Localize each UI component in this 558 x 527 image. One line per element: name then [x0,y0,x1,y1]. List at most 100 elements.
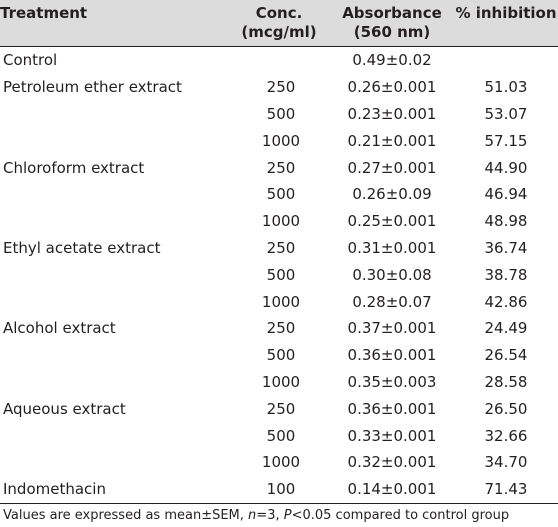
cell-treatment: Chloroform extract [3,158,145,177]
cell-absorbance: 0.26±0.09 [352,185,432,204]
cell-absorbance: 0.37±0.001 [347,319,437,338]
cell-inhibition: 38.78 [484,265,528,284]
cell-treatment [0,181,228,208]
cell-treatment [0,369,228,396]
table-row: 1000 0.32±0.001 34.70 [0,449,558,476]
table-row: Chloroform extract 250 0.27±0.001 44.90 [0,154,558,181]
cell-treatment: Control [3,51,58,70]
cell-inhibition: 51.03 [484,78,528,97]
cell-inhibition: 46.94 [484,185,528,204]
cell-treatment: Aqueous extract [3,399,126,418]
header-absorbance-unit: (560 nm) [353,23,431,41]
header-absorbance-label: Absorbance [342,4,442,22]
cell-absorbance: 0.36±0.001 [347,399,437,418]
footnote-n-symbol: n [248,507,257,523]
footnote-prefix: Values are expressed as mean±SEM, [3,507,249,523]
table-row: 1000 0.21±0.001 57.15 [0,127,558,154]
cell-absorbance: 0.31±0.001 [347,238,437,257]
footnote-p-value: <0.05 compared to control group [291,507,510,523]
table-row: Ethyl acetate extract 250 0.31±0.001 36.74 [0,235,558,262]
header-row: Treatment Conc. (mcg/ml) Absorbance (560… [0,0,558,47]
header-absorbance: Absorbance (560 nm) [330,0,454,47]
cell-treatment [0,261,228,288]
cell-concentration: 1000 [261,131,301,150]
cell-concentration: 100 [228,475,330,504]
cell-treatment [0,449,228,476]
cell-concentration: 250 [266,78,296,97]
cell-concentration: 250 [266,399,296,418]
footnote-n-value: =3, [256,507,284,523]
cell-absorbance: 0.36±0.001 [347,346,437,365]
table-row: 500 0.36±0.001 26.54 [0,342,558,369]
cell-treatment: Alcohol extract [3,319,116,338]
header-inhibition: % inhibition [454,0,558,47]
cell-absorbance: 0.21±0.001 [347,131,437,150]
cell-inhibition: 28.58 [484,372,528,391]
cell-inhibition: 32.66 [484,426,528,445]
header-conc-label: Conc. [255,4,303,22]
cell-inhibition: 24.49 [484,319,528,338]
cell-concentration: 1000 [261,372,301,391]
cell-absorbance: 0.28±0.07 [352,292,432,311]
table-row: 500 0.23±0.001 53.07 [0,101,558,128]
cell-treatment [0,288,228,315]
header-treatment: Treatment [0,0,228,47]
cell-treatment: Indomethacin [0,475,228,504]
cell-inhibition: 48.98 [484,212,528,231]
cell-concentration: 250 [266,158,296,177]
table-row: 500 0.26±0.09 46.94 [0,181,558,208]
table-row: 1000 0.25±0.001 48.98 [0,208,558,235]
table-row: 500 0.33±0.001 32.66 [0,422,558,449]
table-header: Treatment Conc. (mcg/ml) Absorbance (560… [0,0,558,47]
cell-concentration [228,47,330,74]
cell-treatment: Petroleum ether extract [3,78,182,97]
cell-absorbance: 0.35±0.003 [347,372,437,391]
cell-concentration: 500 [266,185,296,204]
cell-treatment [0,208,228,235]
table-row: Indomethacin 100 0.14±0.001 71.43 [0,475,558,504]
cell-inhibition: 53.07 [484,104,528,123]
cell-inhibition [454,47,558,74]
cell-absorbance: 0.33±0.001 [347,426,437,445]
table-row: Petroleum ether extract 250 0.26±0.001 51.0… [0,74,558,101]
header-inhibition-label: % inhibition [455,4,557,22]
cell-treatment [0,127,228,154]
cell-inhibition: 57.15 [484,131,528,150]
table-footer: Values are expressed as mean±SEM, n=3, P… [0,503,558,525]
cell-absorbance: 0.14±0.001 [330,475,454,504]
cell-inhibition: 34.70 [484,453,528,472]
table-row: Control 0.49±0.02 [0,47,558,74]
cell-concentration: 500 [266,426,296,445]
cell-absorbance: 0.25±0.001 [347,212,437,231]
cell-treatment [0,342,228,369]
cell-inhibition: 42.86 [484,292,528,311]
footnote-p-symbol: P [283,507,292,523]
cell-absorbance: 0.49±0.02 [352,51,432,70]
cell-concentration: 500 [266,104,296,123]
cell-concentration: 250 [266,319,296,338]
cell-inhibition: 26.54 [484,346,528,365]
cell-concentration: 1000 [261,453,301,472]
table-row: 500 0.30±0.08 38.78 [0,261,558,288]
cell-concentration: 1000 [261,292,301,311]
table-row: 1000 0.28±0.07 42.86 [0,288,558,315]
cell-inhibition: 26.50 [484,399,528,418]
header-conc-unit: (mcg/ml) [241,23,317,41]
cell-inhibition: 36.74 [484,238,528,257]
table-row: 1000 0.35±0.003 28.58 [0,369,558,396]
cell-concentration: 500 [266,265,296,284]
cell-treatment [0,101,228,128]
table-row: Alcohol extract 250 0.37±0.001 24.49 [0,315,558,342]
cell-concentration: 250 [266,238,296,257]
table-row: Aqueous extract 250 0.36±0.001 26.50 [0,395,558,422]
cell-inhibition: 71.43 [454,475,558,504]
cell-absorbance: 0.27±0.001 [347,158,437,177]
cell-absorbance: 0.32±0.001 [347,453,437,472]
table-body: Control 0.49±0.02 Petroleum ether extract 2… [0,47,558,504]
cell-treatment: Ethyl acetate extract [3,238,161,257]
cell-absorbance: 0.23±0.001 [347,104,437,123]
cell-treatment [0,422,228,449]
header-concentration: Conc. (mcg/ml) [228,0,330,47]
